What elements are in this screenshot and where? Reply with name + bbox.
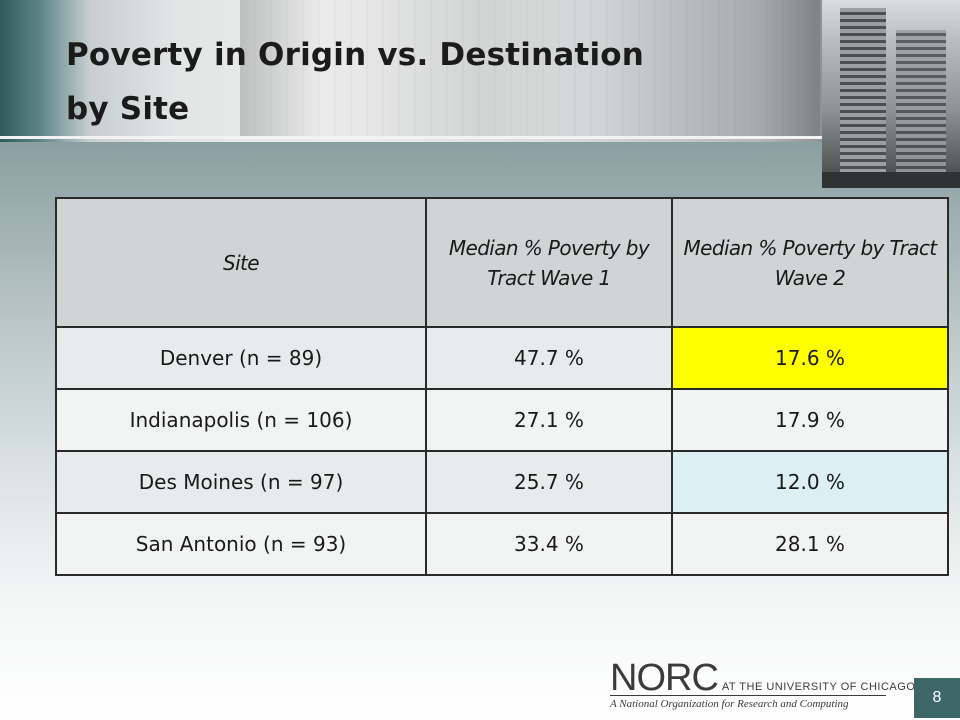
cell-wave-1: 47.7 % <box>425 326 673 390</box>
header-band <box>0 0 960 142</box>
table-row: Indianapolis (n = 106) 27.1 % 17.9 % <box>55 388 949 452</box>
cell-site: Des Moines (n = 97) <box>55 450 427 514</box>
norc-logo-suffix: AT THE UNIVERSITY OF CHICAGO <box>721 681 916 693</box>
cell-wave-2-highlighted: 17.6 % <box>671 326 949 390</box>
table-row: San Antonio (n = 93) 33.4 % 28.1 % <box>55 512 949 576</box>
cell-site: Denver (n = 89) <box>55 326 427 390</box>
cell-wave-2: 28.1 % <box>671 512 949 576</box>
table-row: Denver (n = 89) 47.7 % 17.6 % <box>55 326 949 390</box>
cell-site: San Antonio (n = 93) <box>55 512 427 576</box>
header-wave-2: Median % Poverty by Tract Wave 2 <box>671 197 949 328</box>
cell-site: Indianapolis (n = 106) <box>55 388 427 452</box>
cell-wave-1: 33.4 % <box>425 512 673 576</box>
cell-wave-2: 17.9 % <box>671 388 949 452</box>
building-tower <box>896 30 946 176</box>
table-row: Des Moines (n = 97) 25.7 % 12.0 % <box>55 450 949 514</box>
building-ground <box>822 172 960 188</box>
slide-title-line-1: Poverty in Origin vs. Destination <box>66 37 645 73</box>
norc-logo-tagline: A National Organization for Research and… <box>610 698 849 710</box>
cell-wave-1: 25.7 % <box>425 450 673 514</box>
norc-logo-rule <box>610 695 886 696</box>
header-photo-collage <box>240 0 820 136</box>
cell-wave-1: 27.1 % <box>425 388 673 452</box>
slide-title-line-2: by Site <box>66 91 190 127</box>
header-divider <box>0 136 822 139</box>
poverty-table: Site Median % Poverty by Tract Wave 1 Me… <box>55 197 949 576</box>
norc-logo: NORC AT THE UNIVERSITY OF CHICAGO A Natio… <box>610 656 915 712</box>
cell-wave-2-highlighted: 12.0 % <box>671 450 949 514</box>
table-header-row: Site Median % Poverty by Tract Wave 1 Me… <box>55 197 949 328</box>
header-site: Site <box>55 197 427 328</box>
header-wave-1: Median % Poverty by Tract Wave 1 <box>425 197 673 328</box>
norc-logo-main: NORC <box>610 657 719 699</box>
slide-title: Poverty in Origin vs. Destination by Sit… <box>66 28 766 136</box>
building-photo <box>822 0 960 188</box>
norc-logo-wordmark: NORC AT THE UNIVERSITY OF CHICAGO <box>610 656 915 700</box>
building-tower <box>840 8 886 176</box>
page-number: 8 <box>914 678 960 718</box>
